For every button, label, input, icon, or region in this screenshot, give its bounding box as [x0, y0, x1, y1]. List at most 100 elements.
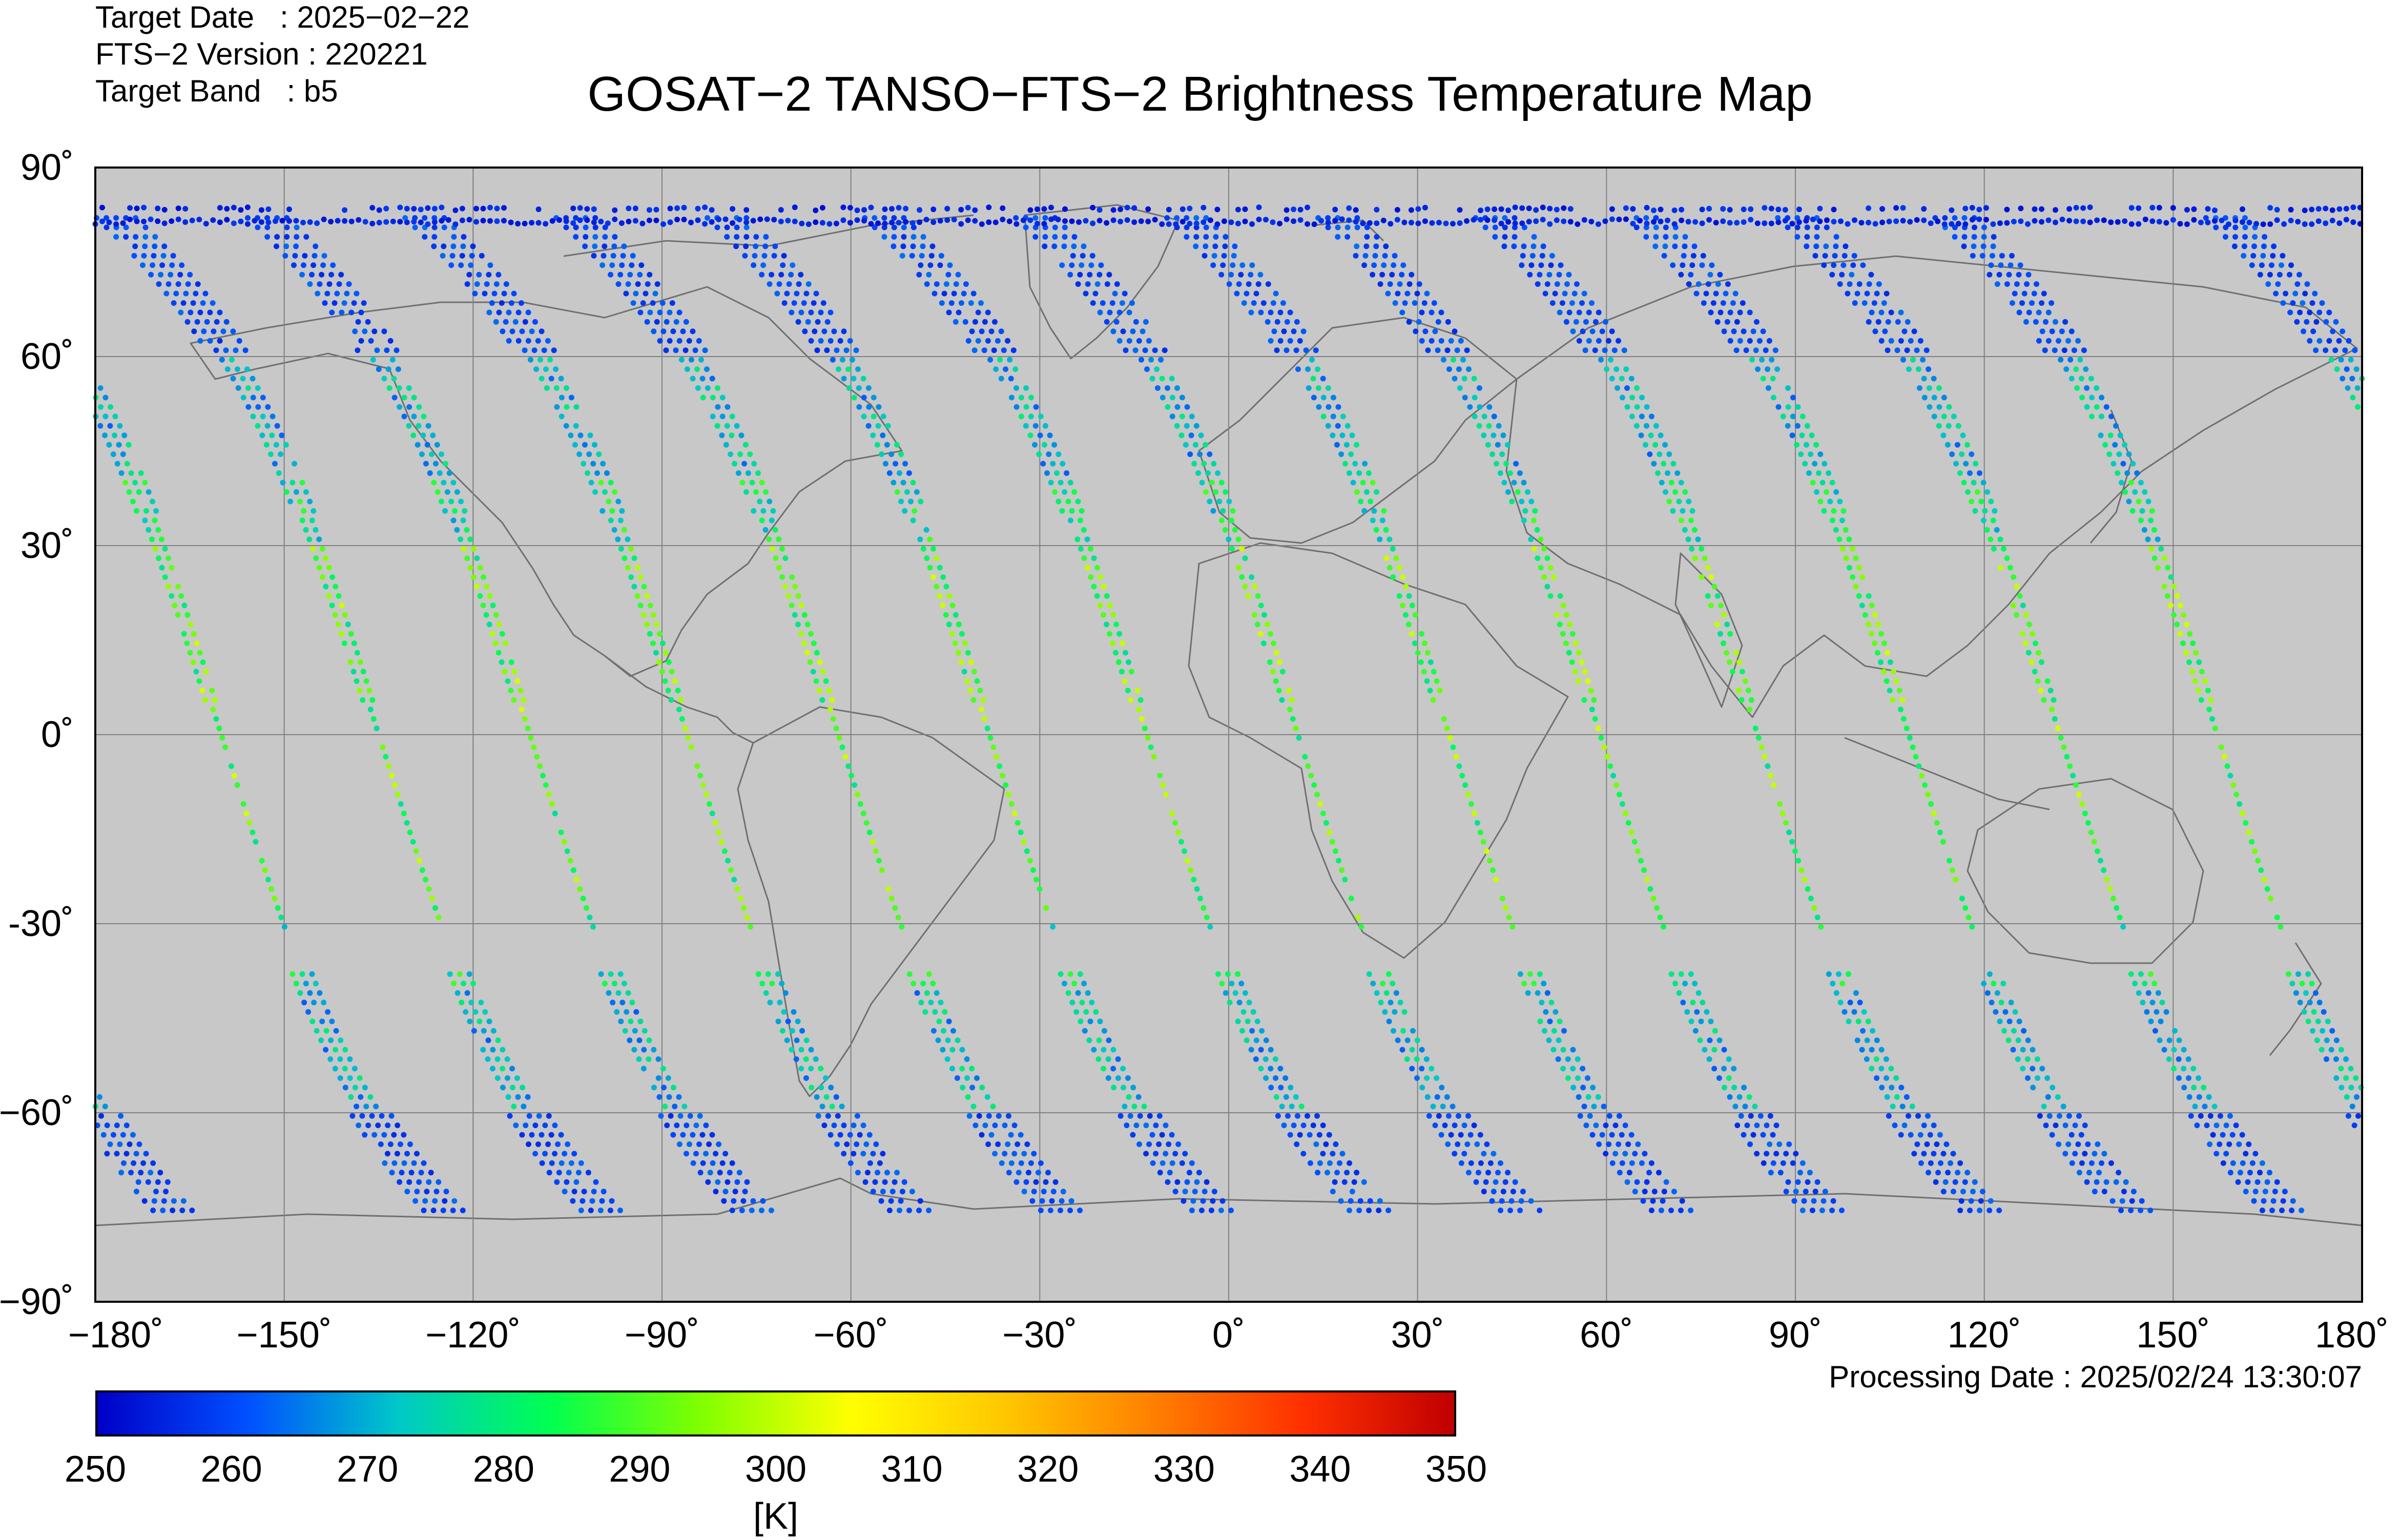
observation-point — [1002, 1122, 1008, 1129]
observation-point — [2348, 1085, 2354, 1091]
observation-point — [1874, 650, 1880, 656]
observation-point — [571, 1189, 577, 1195]
observation-point — [625, 536, 631, 543]
observation-point — [943, 612, 949, 618]
observation-point — [765, 971, 771, 977]
observation-point — [1450, 357, 1456, 363]
observation-point — [1595, 1094, 1601, 1100]
observation-point — [1390, 546, 1396, 552]
coastline-africa — [1188, 542, 1569, 959]
observation-point — [1780, 810, 1786, 817]
observation-point — [1513, 461, 1519, 467]
observation-point — [568, 394, 574, 401]
observation-point — [2078, 1132, 2084, 1138]
observation-point — [1878, 1047, 1885, 1053]
observation-point — [1297, 338, 1303, 344]
observation-point — [1344, 224, 1351, 231]
observation-point — [156, 281, 162, 287]
observation-point — [2164, 593, 2170, 599]
observation-point — [2085, 1141, 2091, 1147]
observation-point — [795, 593, 801, 599]
observation-point — [946, 593, 953, 599]
observation-point — [286, 218, 292, 224]
observation-point — [317, 281, 323, 287]
observation-point — [1180, 219, 1186, 225]
observation-point — [777, 1000, 783, 1006]
observation-point — [1435, 347, 1441, 353]
observation-point — [1919, 773, 1925, 779]
observation-point — [1096, 1037, 1102, 1044]
observation-point — [1059, 1198, 1065, 1204]
observation-point — [142, 243, 148, 249]
observation-point — [490, 1047, 496, 1053]
observation-point — [1589, 1132, 1596, 1138]
observation-point — [764, 216, 770, 222]
observation-point — [383, 219, 389, 225]
observation-point — [1560, 1066, 1566, 1072]
observation-point — [1637, 218, 1643, 224]
observation-point — [791, 300, 797, 306]
observation-point — [342, 1066, 348, 1072]
observation-point — [571, 1151, 577, 1157]
observation-point — [1880, 669, 1887, 675]
observation-point — [143, 508, 149, 514]
observation-point — [1583, 1122, 1589, 1129]
observation-point — [986, 1113, 992, 1119]
observation-point — [919, 253, 925, 259]
observation-point — [598, 218, 604, 224]
observation-point — [133, 1151, 139, 1157]
observation-point — [2232, 218, 2239, 223]
observation-point — [1199, 480, 1205, 486]
observation-point — [2139, 508, 2145, 514]
observation-point — [411, 394, 417, 401]
observation-point — [1905, 319, 1911, 325]
observation-point — [118, 1113, 124, 1119]
observation-point — [1228, 272, 1234, 278]
observation-point — [1443, 220, 1449, 226]
observation-point — [1859, 1047, 1865, 1053]
observation-point — [612, 489, 618, 495]
observation-point — [1346, 470, 1352, 476]
observation-point — [459, 205, 465, 212]
observation-point — [751, 262, 757, 268]
observation-point — [1952, 224, 1958, 231]
observation-point — [914, 489, 920, 495]
observation-point — [1110, 1047, 1116, 1053]
observation-point — [1118, 1113, 1124, 1119]
observation-point — [1346, 217, 1352, 223]
observation-point — [715, 829, 721, 836]
observation-point — [1382, 253, 1388, 259]
observation-point — [1464, 1141, 1471, 1147]
observation-point — [1383, 243, 1389, 249]
observation-point — [657, 309, 663, 316]
observation-point — [418, 206, 424, 213]
observation-point — [1010, 347, 1017, 353]
observation-point — [1616, 1113, 1622, 1119]
observation-point — [1406, 593, 1412, 599]
observation-point — [1763, 347, 1769, 353]
observation-point — [813, 290, 819, 297]
observation-point — [104, 1122, 110, 1129]
observation-point — [1821, 508, 1827, 514]
observation-point — [1392, 253, 1398, 259]
observation-point — [2020, 602, 2026, 609]
observation-point — [814, 650, 820, 656]
observation-point — [986, 219, 992, 225]
observation-point — [906, 1208, 912, 1214]
observation-point — [1747, 706, 1752, 713]
observation-point — [1159, 376, 1165, 382]
observation-point — [2156, 219, 2162, 225]
observation-point — [1275, 1113, 1281, 1119]
observation-point — [467, 536, 473, 543]
observation-point — [450, 243, 457, 249]
observation-point — [917, 219, 923, 225]
observation-point — [1907, 735, 1913, 741]
observation-point — [1581, 1104, 1587, 1110]
observation-point — [1454, 347, 1460, 353]
observation-point — [1207, 451, 1213, 457]
observation-point — [1613, 366, 1620, 372]
observation-point — [2198, 1113, 2204, 1119]
observation-point — [1575, 678, 1581, 684]
observation-point — [1717, 272, 1723, 278]
observation-point — [1048, 204, 1054, 211]
